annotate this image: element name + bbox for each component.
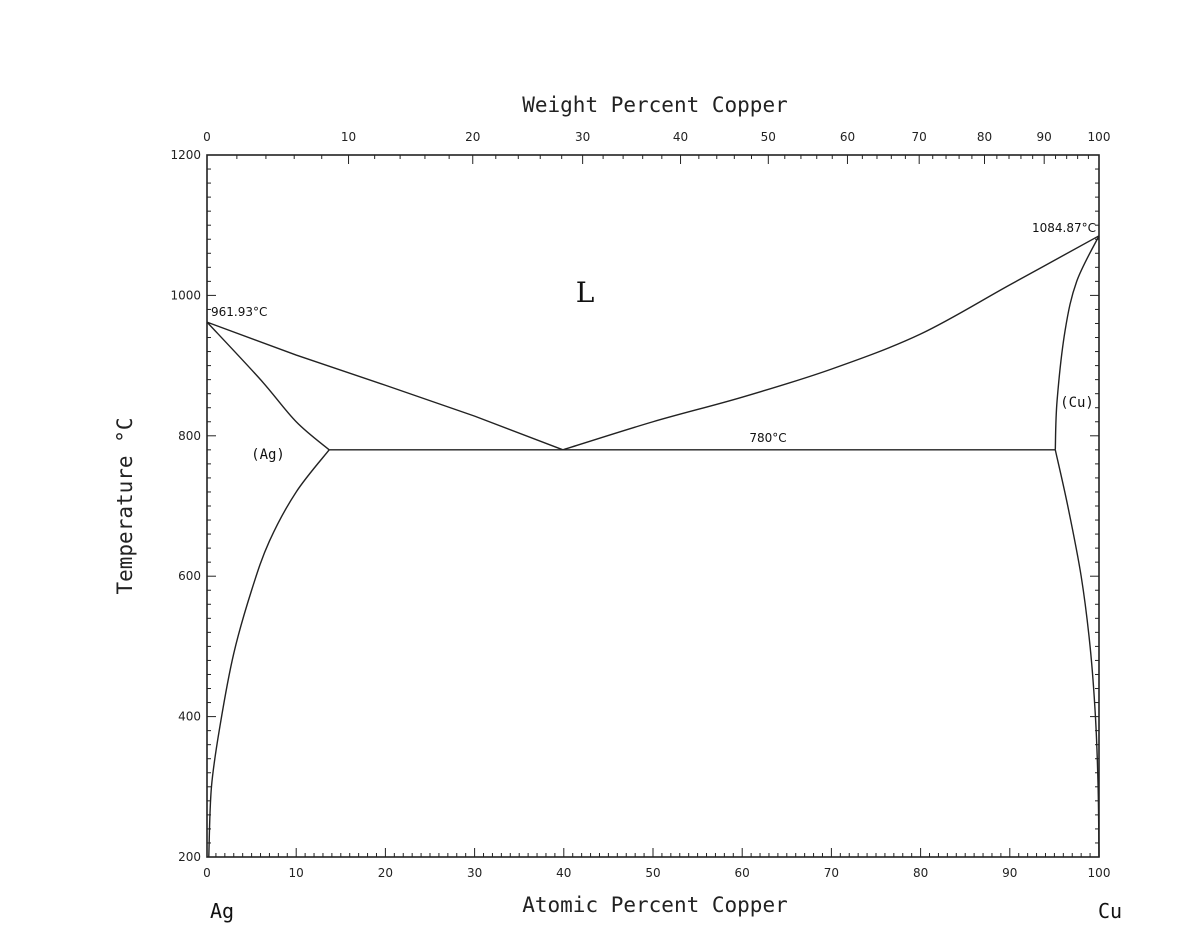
top-tick-label: 50 <box>761 130 776 144</box>
y-axis-title: Temperature °C <box>113 417 137 594</box>
top-tick-label: 0 <box>203 130 211 144</box>
y-tick-label: 600 <box>178 569 201 583</box>
y-tick-label: 200 <box>178 850 201 864</box>
x-tick-label: 20 <box>378 866 393 880</box>
phase-boundary-liquidus-left <box>206 321 564 451</box>
top-tick-label: 60 <box>840 130 855 144</box>
top-tick-label: 90 <box>1037 130 1052 144</box>
cu-element-label: Cu <box>1098 899 1122 923</box>
eutectic-annotation: 780°C <box>749 431 786 445</box>
x-tick-label: 70 <box>824 866 839 880</box>
top-tick-label: 70 <box>912 130 927 144</box>
tick-marks <box>206 154 1100 858</box>
x-tick-label: 30 <box>467 866 482 880</box>
y-tick-label: 1000 <box>170 288 201 302</box>
cu-melting-annotation: 1084.87°C <box>1032 221 1096 235</box>
y-tick-label: 800 <box>178 429 201 443</box>
phase-boundary-solvus-cu <box>1054 449 1100 858</box>
x-tick-label: 90 <box>1002 866 1017 880</box>
top-tick-label: 10 <box>341 130 356 144</box>
x-tick-label: 10 <box>289 866 304 880</box>
ag-element-label: Ag <box>210 899 234 923</box>
x-axis-title: Atomic Percent Copper <box>522 893 788 917</box>
y-tick-label: 1200 <box>170 148 201 162</box>
top-tick-label: 100 <box>1088 130 1111 144</box>
x-tick-label: 100 <box>1088 866 1111 880</box>
cu-phase-label: (Cu) <box>1060 395 1094 411</box>
phase-boundary-solidus-cu <box>1054 235 1100 450</box>
y-tick-label: 400 <box>178 710 201 724</box>
phase-boundary-solidus-ag <box>206 321 330 451</box>
x-tick-label: 0 <box>203 866 211 880</box>
top-tick-label: 80 <box>977 130 992 144</box>
liquid-region-label: L <box>576 276 595 309</box>
top-tick-label: 20 <box>465 130 480 144</box>
x-tick-label: 80 <box>913 866 928 880</box>
top-tick-label: 30 <box>575 130 590 144</box>
top-axis-title: Weight Percent Copper <box>522 93 788 117</box>
ag-phase-label: (Ag) <box>251 447 285 463</box>
x-tick-label: 60 <box>735 866 750 880</box>
phase-boundaries <box>206 235 1100 858</box>
plot-frame <box>206 154 1100 858</box>
phase-boundary-liquidus-right <box>562 235 1100 451</box>
ag-melting-annotation: 961.93°C <box>211 305 267 319</box>
x-tick-label: 50 <box>645 866 660 880</box>
top-tick-label: 40 <box>673 130 688 144</box>
x-tick-label: 40 <box>556 866 571 880</box>
phase-boundary-solvus-ag <box>208 449 330 858</box>
